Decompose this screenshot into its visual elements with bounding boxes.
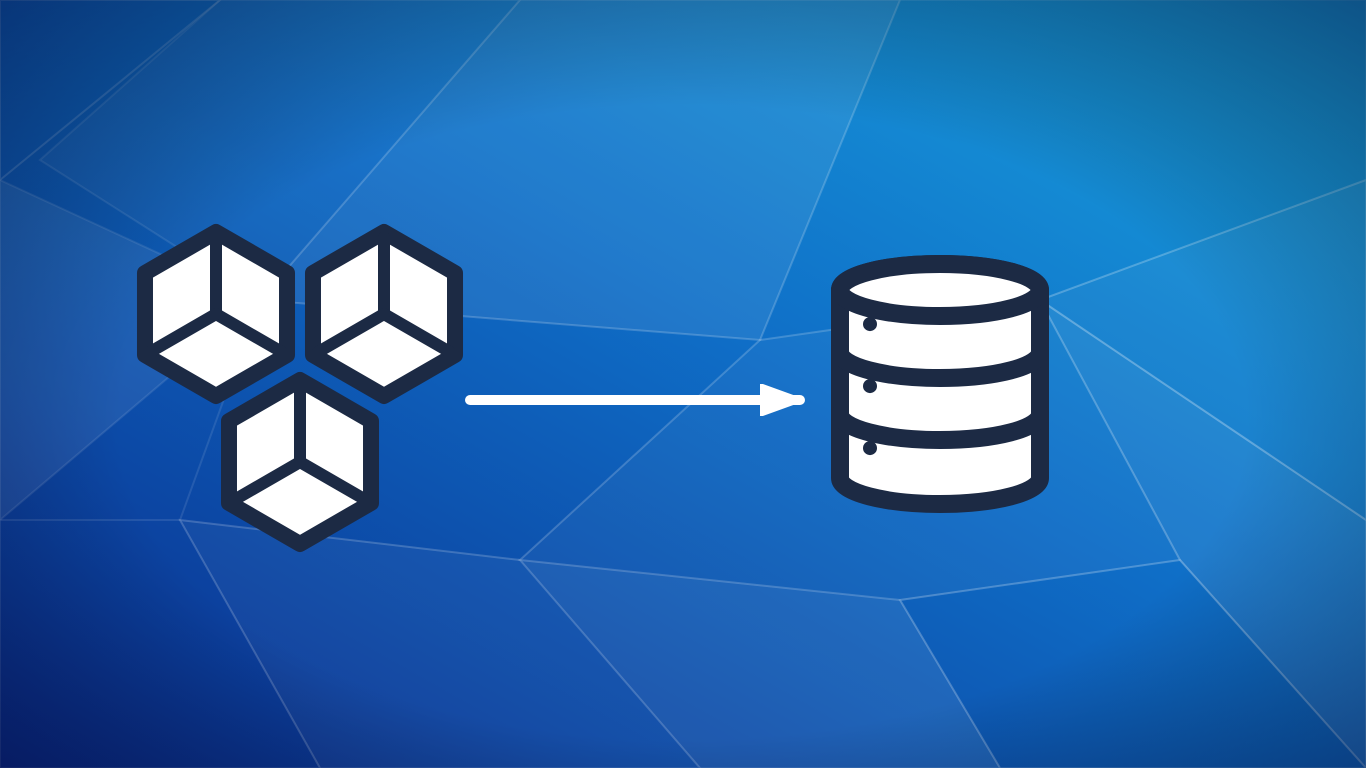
cubes-cluster-icon [145,232,455,544]
cube-icon [313,232,455,396]
diagram-content [0,0,1366,768]
cube-icon [145,232,287,396]
cube-icon [229,380,371,544]
database-icon [840,264,1040,504]
diagram-canvas [0,0,1366,768]
